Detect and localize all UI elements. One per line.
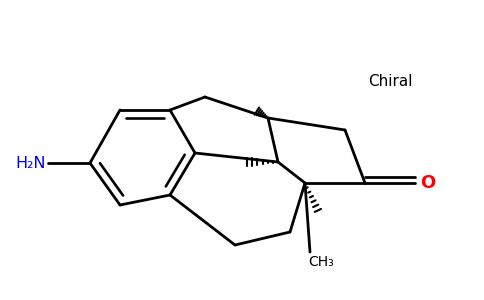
Text: H₂N: H₂N bbox=[15, 155, 46, 170]
Text: Chiral: Chiral bbox=[368, 74, 412, 89]
Text: CH₃: CH₃ bbox=[308, 255, 334, 269]
Text: O: O bbox=[420, 174, 435, 192]
